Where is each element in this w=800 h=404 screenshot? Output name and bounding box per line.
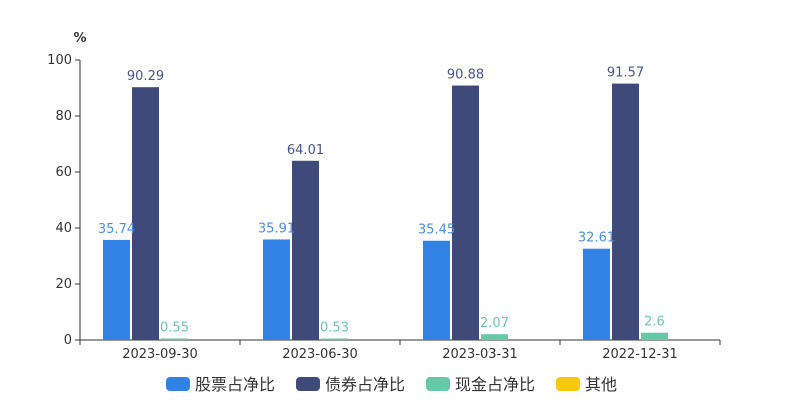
legend-swatch	[556, 377, 580, 391]
x-category-label: 2023-09-30	[122, 347, 198, 362]
y-tick-label: 0	[64, 333, 72, 348]
legend-item[interactable]: 现金占净比	[426, 375, 535, 394]
bar-value-label: 2.07	[480, 316, 509, 331]
bar-value-label: 0.53	[320, 321, 349, 336]
bar[interactable]	[583, 248, 610, 340]
bar[interactable]	[452, 85, 479, 340]
bar-value-label: 0.55	[160, 320, 189, 335]
legend-swatch	[296, 377, 320, 391]
bars	[103, 83, 668, 340]
legend-label: 其他	[585, 375, 617, 394]
bar-value-label: 91.57	[607, 66, 644, 81]
x-category-label: 2023-06-30	[282, 347, 358, 362]
y-tick-label: 60	[55, 165, 72, 180]
bar[interactable]	[161, 338, 188, 340]
bar-value-label: 32.61	[578, 231, 615, 246]
bar[interactable]	[612, 83, 639, 340]
bar-value-label: 90.88	[447, 68, 484, 83]
bar[interactable]	[481, 334, 508, 340]
legend-label: 股票占净比	[195, 375, 275, 394]
bar[interactable]	[263, 239, 290, 340]
y-tick-label: 100	[47, 53, 72, 68]
legend-swatch	[166, 377, 190, 391]
bar[interactable]	[423, 240, 450, 340]
x-category-label: 2023-03-31	[442, 347, 518, 362]
bar[interactable]	[103, 239, 130, 340]
legend-label: 现金占净比	[455, 375, 535, 394]
legend-swatch	[426, 377, 450, 391]
legend-item[interactable]: 债券占净比	[296, 375, 405, 394]
y-axis-unit-label: %	[73, 31, 86, 46]
y-tick-label: 40	[55, 221, 72, 236]
bar[interactable]	[321, 338, 348, 340]
legend: 股票占净比 债券占净比 现金占净比 其他	[166, 375, 617, 394]
legend-item[interactable]: 股票占净比	[166, 375, 275, 394]
bar-value-label: 64.01	[287, 143, 324, 158]
legend-item[interactable]: 其他	[556, 375, 617, 394]
y-tick-label: 80	[55, 109, 72, 124]
bar[interactable]	[292, 160, 319, 340]
bar-value-label: 35.74	[98, 222, 135, 237]
bar-value-label: 35.45	[418, 223, 455, 238]
bar-value-label: 35.91	[258, 221, 295, 236]
legend-label: 债券占净比	[325, 375, 405, 394]
bar-value-label: 90.29	[127, 69, 164, 84]
x-axis: 2023-09-30 2023-06-30 2023-03-31 2022-12-31	[79, 339, 721, 362]
data-labels: 35.74 90.29 0.55 35.91 64.01 0.53 35.45 90.88 2.…	[98, 66, 665, 336]
bar[interactable]	[132, 87, 159, 340]
y-tick-label: 20	[55, 277, 72, 292]
bar-value-label: 2.6	[644, 315, 665, 330]
x-category-label: 2022-12-31	[602, 347, 678, 362]
y-axis: 0 20 40 60 80 100%	[47, 31, 86, 348]
bar[interactable]	[641, 332, 668, 340]
